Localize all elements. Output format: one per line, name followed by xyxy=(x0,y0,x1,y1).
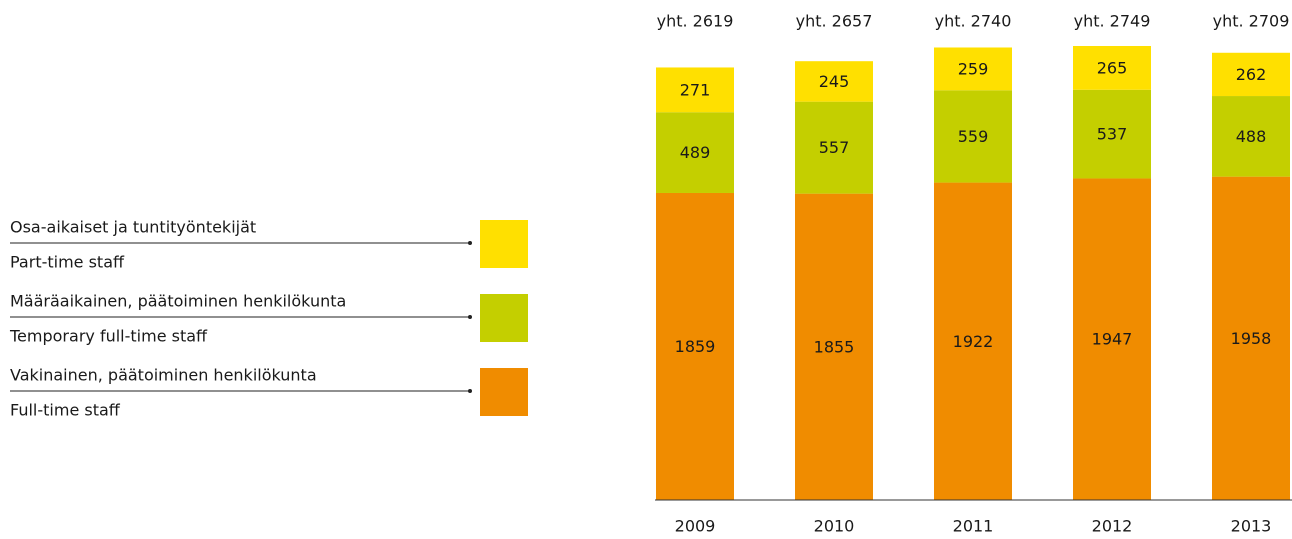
data-label: 1859 xyxy=(675,337,716,356)
total-label: yht. 2749 xyxy=(1074,12,1151,31)
legend-dot xyxy=(468,389,472,393)
total-label: yht. 2619 xyxy=(657,12,734,31)
legend-label: Vakinainen, päätoiminen henkilökunta xyxy=(10,366,317,385)
legend-swatch xyxy=(480,220,528,268)
data-label: 1855 xyxy=(814,337,855,356)
data-label: 488 xyxy=(1236,127,1267,146)
bar-segment xyxy=(656,67,734,113)
bar-segment xyxy=(1212,52,1290,97)
total-label: yht. 2657 xyxy=(796,12,873,31)
legend-swatch xyxy=(480,368,528,416)
total-label: yht. 2709 xyxy=(1213,12,1290,31)
data-label: 537 xyxy=(1097,125,1128,144)
legend-label: Osa-aikaiset ja tuntityöntekijät xyxy=(10,218,256,237)
legend-label-en: Full-time staff xyxy=(10,401,121,420)
x-tick-label: 2013 xyxy=(1231,517,1272,536)
x-tick-label: 2010 xyxy=(814,517,855,536)
data-label: 557 xyxy=(819,138,850,157)
data-label: 265 xyxy=(1097,58,1128,77)
bar-segment xyxy=(1073,46,1151,90)
legend-label: Määräaikainen, päätoiminen henkilökunta xyxy=(10,292,346,311)
data-label: 489 xyxy=(680,143,711,162)
data-label: 262 xyxy=(1236,65,1267,84)
data-label: 1958 xyxy=(1231,329,1272,348)
bar-segment xyxy=(934,182,1012,501)
data-label: 259 xyxy=(958,59,989,78)
data-label: 271 xyxy=(680,80,711,99)
bar-segment xyxy=(934,47,1012,91)
x-tick-label: 2009 xyxy=(675,517,716,536)
data-label: 245 xyxy=(819,72,850,91)
data-label: 559 xyxy=(958,127,989,146)
data-label: 1947 xyxy=(1092,330,1133,349)
legend-swatch xyxy=(480,294,528,342)
x-tick-label: 2011 xyxy=(953,517,994,536)
bar-segment xyxy=(934,90,1012,183)
legend-label-en: Part-time staff xyxy=(10,253,125,272)
bar-segment xyxy=(1212,96,1290,177)
legend-dot xyxy=(468,315,472,319)
total-label: yht. 2740 xyxy=(935,12,1012,31)
bar-segment xyxy=(656,112,734,193)
bar-segment xyxy=(795,101,873,194)
bar-segment xyxy=(1212,176,1290,501)
bar-segment xyxy=(1073,178,1151,500)
legend-label-en: Temporary full-time staff xyxy=(9,327,208,346)
legend-dot xyxy=(468,241,472,245)
bar-segment xyxy=(795,193,873,500)
bar-segment xyxy=(656,192,734,500)
x-tick-label: 2012 xyxy=(1092,517,1133,536)
bar-segment xyxy=(1073,89,1151,179)
bar-segment xyxy=(795,61,873,102)
data-label: 1922 xyxy=(953,332,994,351)
